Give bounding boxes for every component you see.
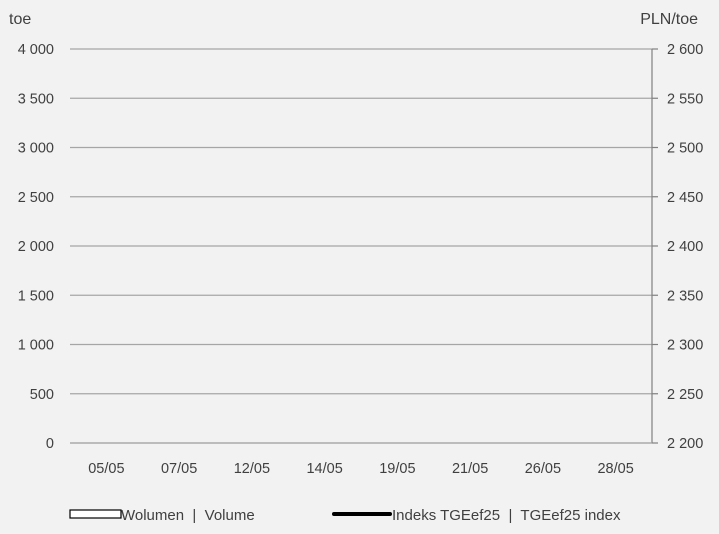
y-tick-label-left: 2 500	[18, 190, 54, 206]
x-tick-label: 14/05	[306, 461, 342, 477]
y-tick-label-left: 3 500	[18, 91, 54, 107]
y-tick-label-right: 2 250	[667, 387, 703, 403]
x-tick-label: 21/05	[452, 461, 488, 477]
x-tick-label: 28/05	[597, 461, 633, 477]
y-tick-label-right: 2 350	[667, 288, 703, 304]
y-tick-label-left: 1 000	[18, 338, 54, 354]
y-axis-unit-right: PLN/toe	[640, 11, 698, 28]
x-tick-label: 19/05	[379, 461, 415, 477]
legend-label-index: Indeks TGEef25 | TGEef25 index	[392, 507, 621, 524]
y-tick-label-left: 0	[46, 436, 54, 452]
y-tick-label-right: 2 600	[667, 42, 703, 58]
y-tick-label-right: 2 200	[667, 436, 703, 452]
legend: Wolumen | Volume Indeks TGEef25 | TGEef2…	[69, 507, 621, 524]
y-tick-label-left: 2 000	[18, 239, 54, 255]
y-tick-label-left: 500	[30, 387, 54, 403]
y-tick-label-right: 2 400	[667, 239, 703, 255]
y-axis-left-ticks: 0 500 1 000 1 500 2 000 2 500 3 000 3 500 4 000	[18, 42, 54, 452]
x-tick-label: 07/05	[161, 461, 197, 477]
x-axis-ticks: 05/05 07/05 12/05 14/05 19/05 21/05 26/05 28/05	[88, 461, 634, 477]
y-axis-unit-left: toe	[9, 11, 31, 28]
y-tick-label-left: 3 000	[18, 141, 54, 157]
y-tick-label-right: 2 300	[667, 338, 703, 354]
y-tick-label-left: 1 500	[18, 288, 54, 304]
x-tick-label: 12/05	[234, 461, 270, 477]
legend-label-volume: Wolumen | Volume	[121, 507, 255, 524]
gridlines	[70, 48, 652, 444]
y-tick-label-right: 2 550	[667, 91, 703, 107]
x-tick-label: 05/05	[88, 461, 124, 477]
y-axis-right-ticks: 2 200 2 250 2 300 2 350 2 400 2 450 2 500 2 550…	[652, 42, 703, 452]
y-tick-label-left: 4 000	[18, 42, 54, 58]
x-tick-label: 26/05	[525, 461, 561, 477]
y-tick-label-right: 2 500	[667, 141, 703, 157]
y-tick-label-right: 2 450	[667, 190, 703, 206]
legend-swatch-volume	[69, 509, 122, 519]
